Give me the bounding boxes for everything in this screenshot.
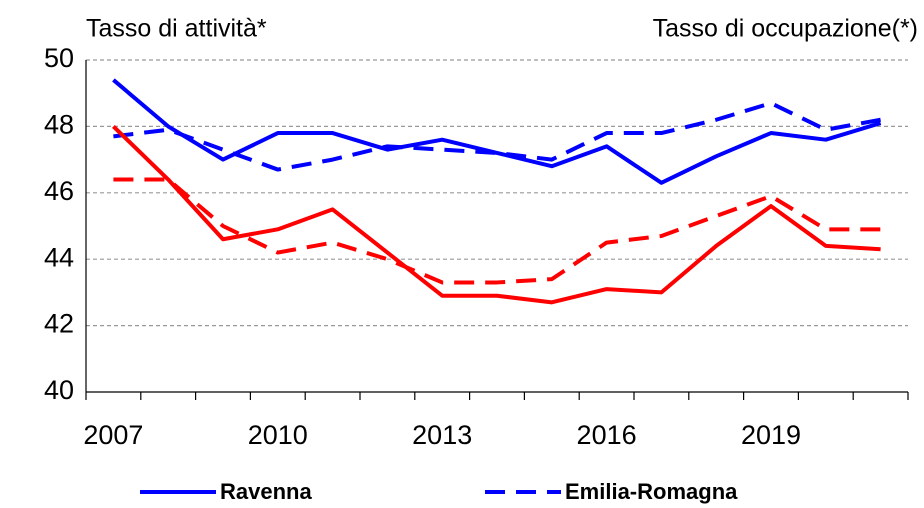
left-title: Tasso di attività* xyxy=(86,15,267,43)
legend-label: Emilia-Romagna xyxy=(565,479,738,504)
x-tick-label: 2007 xyxy=(83,420,143,450)
series-line xyxy=(112,78,882,185)
y-tick-label: 50 xyxy=(44,43,74,73)
y-tick-label: 46 xyxy=(44,176,74,206)
x-tick-label: 2010 xyxy=(248,420,308,450)
x-tick-label: 2013 xyxy=(412,420,472,450)
x-tick-label: 2019 xyxy=(741,420,801,450)
legend-label: Ravenna xyxy=(220,479,312,504)
right-title: Tasso di occupazione(*) xyxy=(653,15,918,43)
series-line xyxy=(112,124,881,305)
y-tick-label: 42 xyxy=(44,309,74,339)
series-line xyxy=(113,101,881,172)
y-tick-label: 40 xyxy=(44,375,74,405)
x-tick-label: 2016 xyxy=(577,420,637,450)
y-tick-label: 48 xyxy=(44,110,74,140)
series-line xyxy=(113,177,881,285)
y-tick-label: 44 xyxy=(44,242,74,272)
